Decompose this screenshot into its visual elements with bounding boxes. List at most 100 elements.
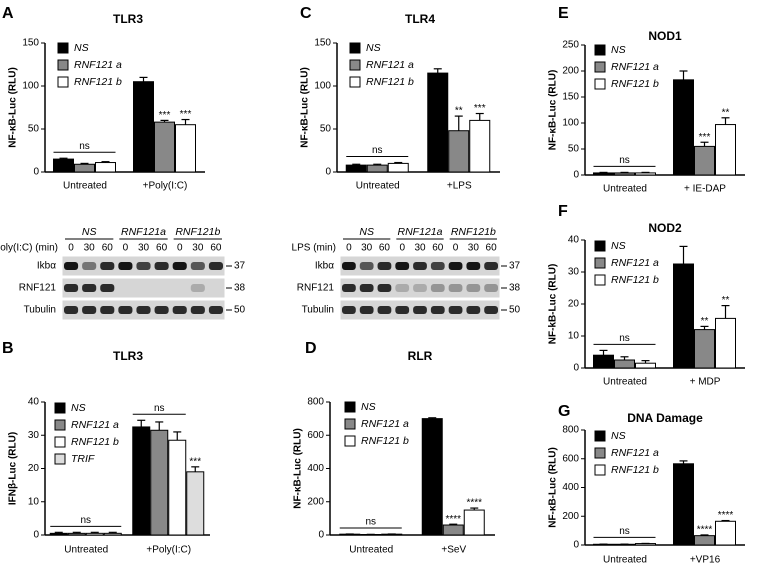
lane-label: 30	[84, 243, 96, 254]
blot-band	[172, 262, 187, 270]
blot-band	[100, 262, 115, 270]
lane-label: 60	[486, 243, 498, 254]
legend-label: RNF121 a	[611, 257, 659, 269]
bar	[345, 164, 367, 173]
legend-label: NS	[611, 430, 626, 442]
x-tick-label: Untreated	[603, 377, 647, 388]
blot-band	[466, 262, 481, 270]
blot-group: RNF121b	[451, 226, 496, 238]
blot-band	[82, 262, 97, 270]
blot-band	[377, 284, 392, 292]
legend-label: RNF121 a	[361, 418, 409, 430]
x-tick-label: +SeV	[441, 545, 466, 556]
blot-group: RNF121a	[121, 226, 166, 238]
blot-band	[448, 306, 463, 314]
bar	[715, 317, 736, 369]
bar	[150, 429, 169, 536]
legend-swatch	[594, 430, 606, 442]
bar	[593, 354, 614, 369]
blot-row-label: Tubulin	[24, 305, 56, 316]
bar	[448, 130, 470, 173]
x-tick-label: Untreated	[603, 184, 647, 195]
significance-label: **	[455, 106, 463, 117]
y-tick-label: 0	[573, 170, 579, 181]
x-tick-label: Untreated	[356, 181, 400, 192]
significance-label: ns	[619, 333, 630, 344]
blot-band	[430, 306, 445, 314]
lane-label: 60	[102, 243, 114, 254]
legend-swatch	[57, 76, 69, 88]
legend-label: RNF121 a	[611, 61, 659, 73]
y-axis-label: NF-κB-Luc (RLU)	[548, 70, 559, 151]
blot-band	[342, 284, 356, 292]
y-tick-label: 400	[307, 463, 324, 474]
y-tick-label: 600	[562, 453, 579, 464]
blot-band	[190, 262, 205, 270]
panel-letter: C	[300, 5, 312, 22]
significance-label: ns	[619, 526, 630, 537]
lane-label: 30	[138, 243, 150, 254]
significance-label: **	[722, 295, 730, 306]
blot-band	[484, 284, 498, 292]
significance-label: ns	[619, 155, 630, 166]
x-tick-label: +Poly(I:C)	[146, 545, 191, 556]
chart-title: NOD2	[648, 221, 682, 235]
bar	[49, 532, 68, 536]
bar	[614, 359, 635, 369]
marker-label: 37	[509, 261, 521, 272]
x-tick-label: +VP16	[690, 555, 721, 566]
y-tick-label: 20	[28, 463, 40, 474]
y-tick-label: 0	[33, 530, 39, 541]
legend-swatch	[594, 257, 606, 269]
legend-swatch	[594, 240, 606, 252]
bar	[168, 439, 187, 536]
y-tick-label: 30	[28, 430, 40, 441]
blot-band	[359, 284, 374, 292]
legend-label: RNF121 b	[74, 76, 122, 88]
significance-label: ***	[180, 109, 192, 120]
y-tick-label: 200	[562, 511, 579, 522]
x-tick-label: Untreated	[349, 545, 393, 556]
bar	[133, 81, 154, 173]
bar	[53, 158, 74, 173]
blot-band	[118, 262, 133, 270]
significance-label: ns	[372, 145, 383, 156]
bar	[715, 124, 736, 176]
y-tick-label: 0	[318, 530, 324, 541]
blot-row-label: Tubulin	[302, 305, 334, 316]
significance-label: ns	[154, 403, 165, 414]
legend-label: RNF121 a	[611, 447, 659, 459]
blot-band	[448, 262, 463, 270]
legend-swatch	[349, 42, 361, 54]
x-tick-label: Untreated	[64, 545, 108, 556]
bar	[694, 329, 715, 369]
bar	[132, 426, 151, 536]
blot-band	[448, 284, 463, 292]
significance-label: **	[701, 316, 709, 327]
legend-label: RNF121 b	[71, 436, 119, 448]
blot-band	[359, 306, 374, 314]
lane-label: 0	[453, 243, 459, 254]
blot-row-label: Ikbα	[37, 261, 56, 272]
significance-label: ****	[697, 525, 713, 536]
bar	[85, 532, 104, 536]
treatment-label: LPS (min)	[292, 243, 336, 254]
y-tick-label: 150	[314, 38, 331, 49]
blot-band	[136, 262, 151, 270]
bar	[154, 121, 175, 173]
y-tick-label: 150	[22, 38, 39, 49]
treatment-label: Poly(I:C) (min)	[0, 243, 58, 254]
significance-label: ns	[365, 517, 376, 528]
y-tick-label: 200	[307, 496, 324, 507]
y-tick-label: 0	[573, 540, 579, 551]
legend-swatch	[594, 61, 606, 73]
blot-group: RNF121a	[398, 226, 443, 238]
blot-band	[190, 306, 205, 314]
marker-label: 38	[234, 283, 246, 294]
bar	[614, 172, 635, 176]
legend-label: RNF121 a	[71, 419, 119, 431]
y-tick-label: 100	[562, 118, 579, 129]
legend-label: RNF121 b	[611, 78, 659, 90]
bar	[469, 119, 491, 173]
